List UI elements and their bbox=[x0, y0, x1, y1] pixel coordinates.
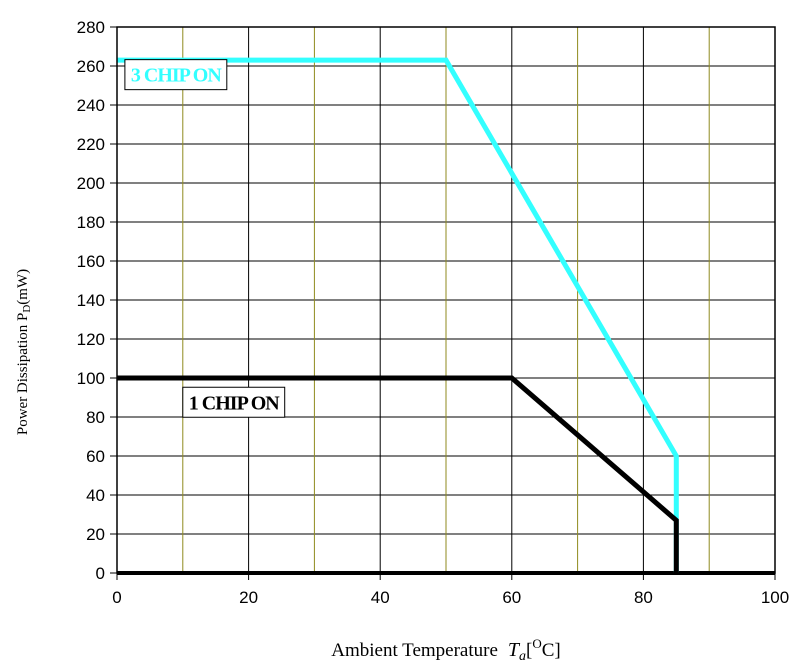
y-axis-title-suffix: (mW) bbox=[15, 269, 31, 305]
series-labels: 3 CHIP ON 1 CHIP ON bbox=[124, 59, 286, 418]
y-tick-label: 180 bbox=[77, 213, 105, 232]
x-tick-label: 0 bbox=[112, 588, 121, 607]
y-axis-title-prefix: Power Dissipation P bbox=[15, 313, 31, 436]
x-tick-label: 100 bbox=[761, 588, 789, 607]
y-tick-label: 60 bbox=[86, 447, 105, 466]
y-tick-label: 0 bbox=[96, 564, 105, 583]
x-axis-title-symbol-sub: a bbox=[519, 649, 526, 664]
y-axis-title: Power Dissipation PD(mW) bbox=[15, 269, 33, 435]
series-label-box bbox=[182, 386, 286, 418]
x-tick-label: 40 bbox=[371, 588, 390, 607]
x-axis-title-prefix: Ambient Temperature bbox=[331, 640, 498, 661]
x-axis-title-symbol: T bbox=[508, 639, 521, 661]
axis-ticks: 0 20 40 60 80 100 120 140 160 180 200 220 240 260 280 0… bbox=[77, 18, 790, 607]
grid bbox=[117, 27, 775, 573]
series-label-text: 1 CHIP ON bbox=[189, 392, 280, 414]
series-label-1: 1 CHIP ON bbox=[182, 386, 286, 418]
x-tick-label: 60 bbox=[502, 588, 521, 607]
y-tick-label: 160 bbox=[77, 252, 105, 271]
y-tick-label: 100 bbox=[77, 369, 105, 388]
series-line-1 bbox=[117, 375, 679, 573]
x-axis-title-unit-close: C] bbox=[542, 640, 561, 661]
x-axis-title: Ambient Temperature Ta[OC] bbox=[331, 636, 560, 664]
series-label-0: 3 CHIP ON bbox=[124, 59, 228, 91]
y-tick-label: 140 bbox=[77, 291, 105, 310]
series-label-box bbox=[124, 59, 228, 91]
y-tick-label: 280 bbox=[77, 18, 105, 37]
y-tick-label: 260 bbox=[77, 57, 105, 76]
y-tick-label: 220 bbox=[77, 135, 105, 154]
y-tick-label: 120 bbox=[77, 330, 105, 349]
y-tick-label: 240 bbox=[77, 96, 105, 115]
y-tick-label: 200 bbox=[77, 174, 105, 193]
y-axis-title-sub: D bbox=[21, 305, 33, 313]
x-axis-title-unit-sup: O bbox=[532, 636, 541, 651]
y-tick-label: 40 bbox=[86, 486, 105, 505]
x-tick-label: 20 bbox=[239, 588, 258, 607]
x-tick-label: 80 bbox=[634, 588, 653, 607]
series-label-text: 3 CHIP ON bbox=[131, 65, 222, 87]
x-axis-title-unit-open: [ bbox=[526, 640, 532, 661]
series-line-0 bbox=[117, 57, 679, 573]
y-tick-label: 80 bbox=[86, 408, 105, 427]
y-tick-label: 20 bbox=[86, 525, 105, 544]
